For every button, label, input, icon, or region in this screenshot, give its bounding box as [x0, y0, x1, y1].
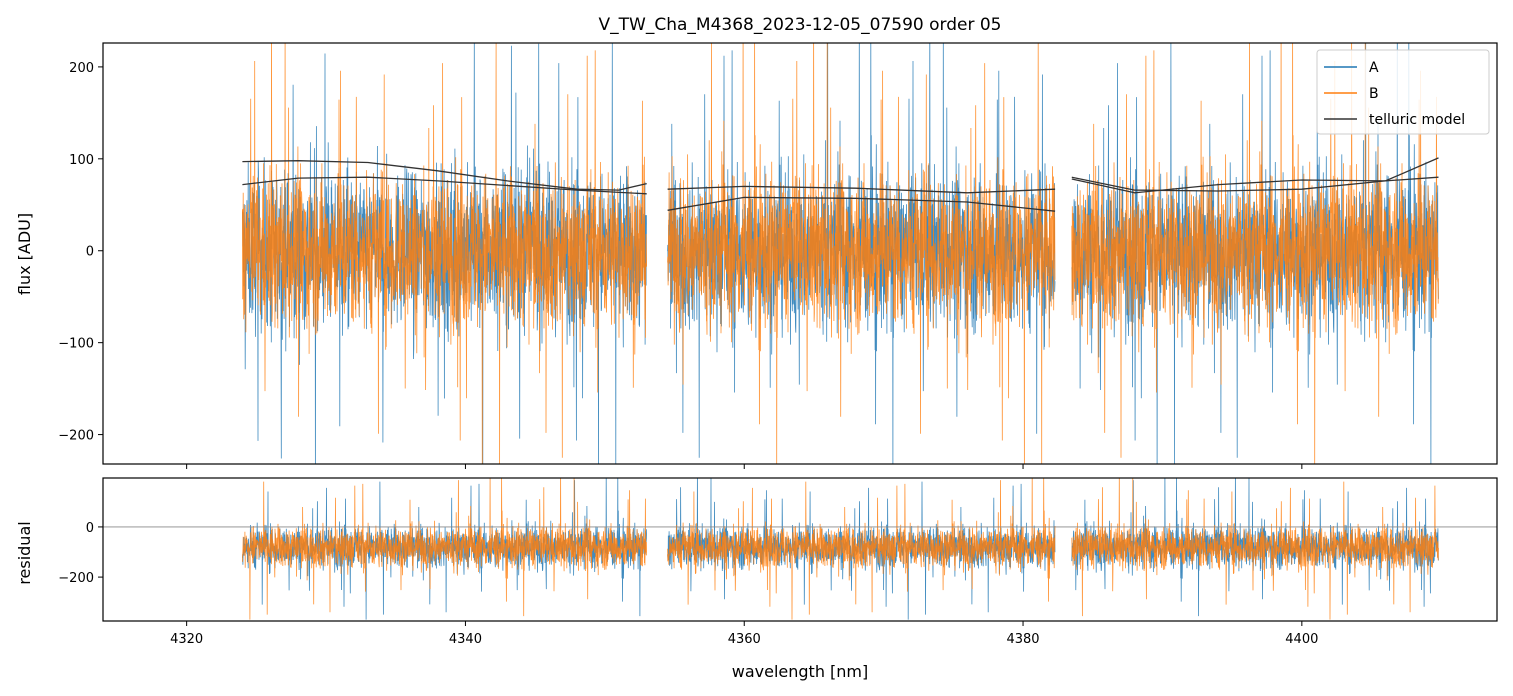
residual-plot-area [103, 478, 1497, 620]
flux-y-tick-label: −100 [58, 337, 94, 352]
residual-y-ticks: 0 −200 [58, 521, 103, 586]
flux-y-ticks: 200 100 0 −100 −200 [58, 61, 103, 444]
residual-axes-frame [102, 477, 1498, 622]
flux-y-tick-label: 200 [69, 61, 94, 76]
legend-label: telluric model [1369, 112, 1465, 128]
residual-series-b-line [242, 478, 1439, 620]
residual-y-axis-label: residual [15, 521, 34, 584]
x-tick-label: 4380 [1006, 632, 1039, 647]
flux-axes-frame [102, 42, 1498, 465]
flux-y-tick-label: −200 [58, 429, 94, 444]
legend-label: A [1369, 60, 1379, 76]
legend-label: B [1369, 86, 1379, 102]
telluric-model-line [667, 196, 1056, 212]
telluric-model-line [1071, 157, 1439, 192]
flux-plot-area [242, 43, 1439, 464]
x-tick-label: 4340 [449, 632, 482, 647]
flux-y-tick-label: 0 [86, 245, 94, 260]
residual-x-ticks: 4320 4340 4360 4380 4400 [170, 621, 1318, 647]
flux-series-b-line [242, 43, 1439, 464]
telluric-model-line [1071, 176, 1439, 194]
x-tick-label: 4320 [170, 632, 203, 647]
flux-y-axis-label: flux [ADU] [15, 213, 34, 295]
telluric-model-line [242, 176, 647, 195]
legend-box [1316, 49, 1490, 135]
x-tick-label: 4400 [1285, 632, 1318, 647]
residual-y-tick-label: 0 [86, 521, 94, 536]
residual-panel: 0 −200 4320 4340 4360 4380 4400 residual [15, 477, 1498, 647]
x-axis-label: wavelength [nm] [732, 662, 869, 681]
telluric-model-line [242, 160, 647, 191]
x-tick-label: 4360 [728, 632, 761, 647]
flux-x-ticks [186, 464, 1303, 469]
flux-y-tick-label: 100 [69, 153, 94, 168]
residual-y-tick-label: −200 [58, 571, 94, 586]
chart-title: V_TW_Cha_M4368_2023-12-05_07590 order 05 [599, 15, 1002, 35]
telluric-model-line [667, 185, 1056, 194]
